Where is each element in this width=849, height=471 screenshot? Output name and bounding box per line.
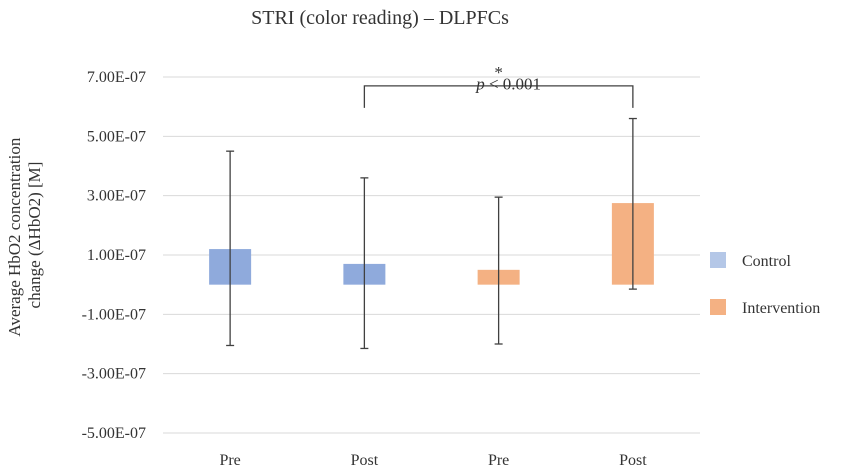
legend-label-intervention: Intervention — [742, 300, 820, 317]
significance-star: * — [494, 63, 503, 82]
y-tick-label: 5.00E-07 — [87, 128, 146, 145]
y-tick-label: 7.00E-07 — [87, 69, 146, 86]
y-axis-label-line-1: Average HbO2 concentration — [5, 137, 24, 336]
x-tick-labels: Pre Post Pre Post — [219, 452, 647, 469]
bars — [209, 203, 654, 285]
error-bars — [226, 117, 637, 350]
y-tick-label: -5.00E-07 — [82, 425, 146, 442]
p-value-italic-p: p — [475, 75, 485, 94]
y-tick-labels: 7.00E-07 5.00E-07 3.00E-07 1.00E-07 -1.00E-0… — [82, 69, 146, 442]
y-axis-label: Average HbO2 concentration change (ΔHbO2… — [5, 133, 44, 336]
legend: Control Intervention — [710, 252, 820, 317]
y-axis-label-line-2: change (ΔHbO2) [M] — [25, 162, 44, 309]
significance-bracket — [363, 85, 634, 108]
y-tick-label: -1.00E-07 — [82, 306, 146, 323]
legend-swatch-intervention — [710, 299, 726, 315]
x-tick-label: Pre — [219, 452, 240, 469]
gridlines — [163, 76, 700, 434]
p-value-label: p < 0.001 — [475, 75, 541, 94]
y-tick-label: 3.00E-07 — [87, 188, 146, 205]
significance-annotation: * p < 0.001 — [363, 63, 634, 108]
y-tick-label: 1.00E-07 — [87, 247, 146, 264]
y-tick-label: -3.00E-07 — [82, 366, 146, 383]
legend-label-control: Control — [742, 253, 791, 270]
x-tick-label: Pre — [488, 452, 509, 469]
chart-title: STRI (color reading) – DLPFCs — [251, 7, 509, 29]
p-value-rest: < 0.001 — [485, 75, 541, 94]
legend-swatch-control — [710, 252, 726, 268]
x-tick-label: Post — [351, 452, 379, 469]
x-tick-label: Post — [619, 452, 647, 469]
